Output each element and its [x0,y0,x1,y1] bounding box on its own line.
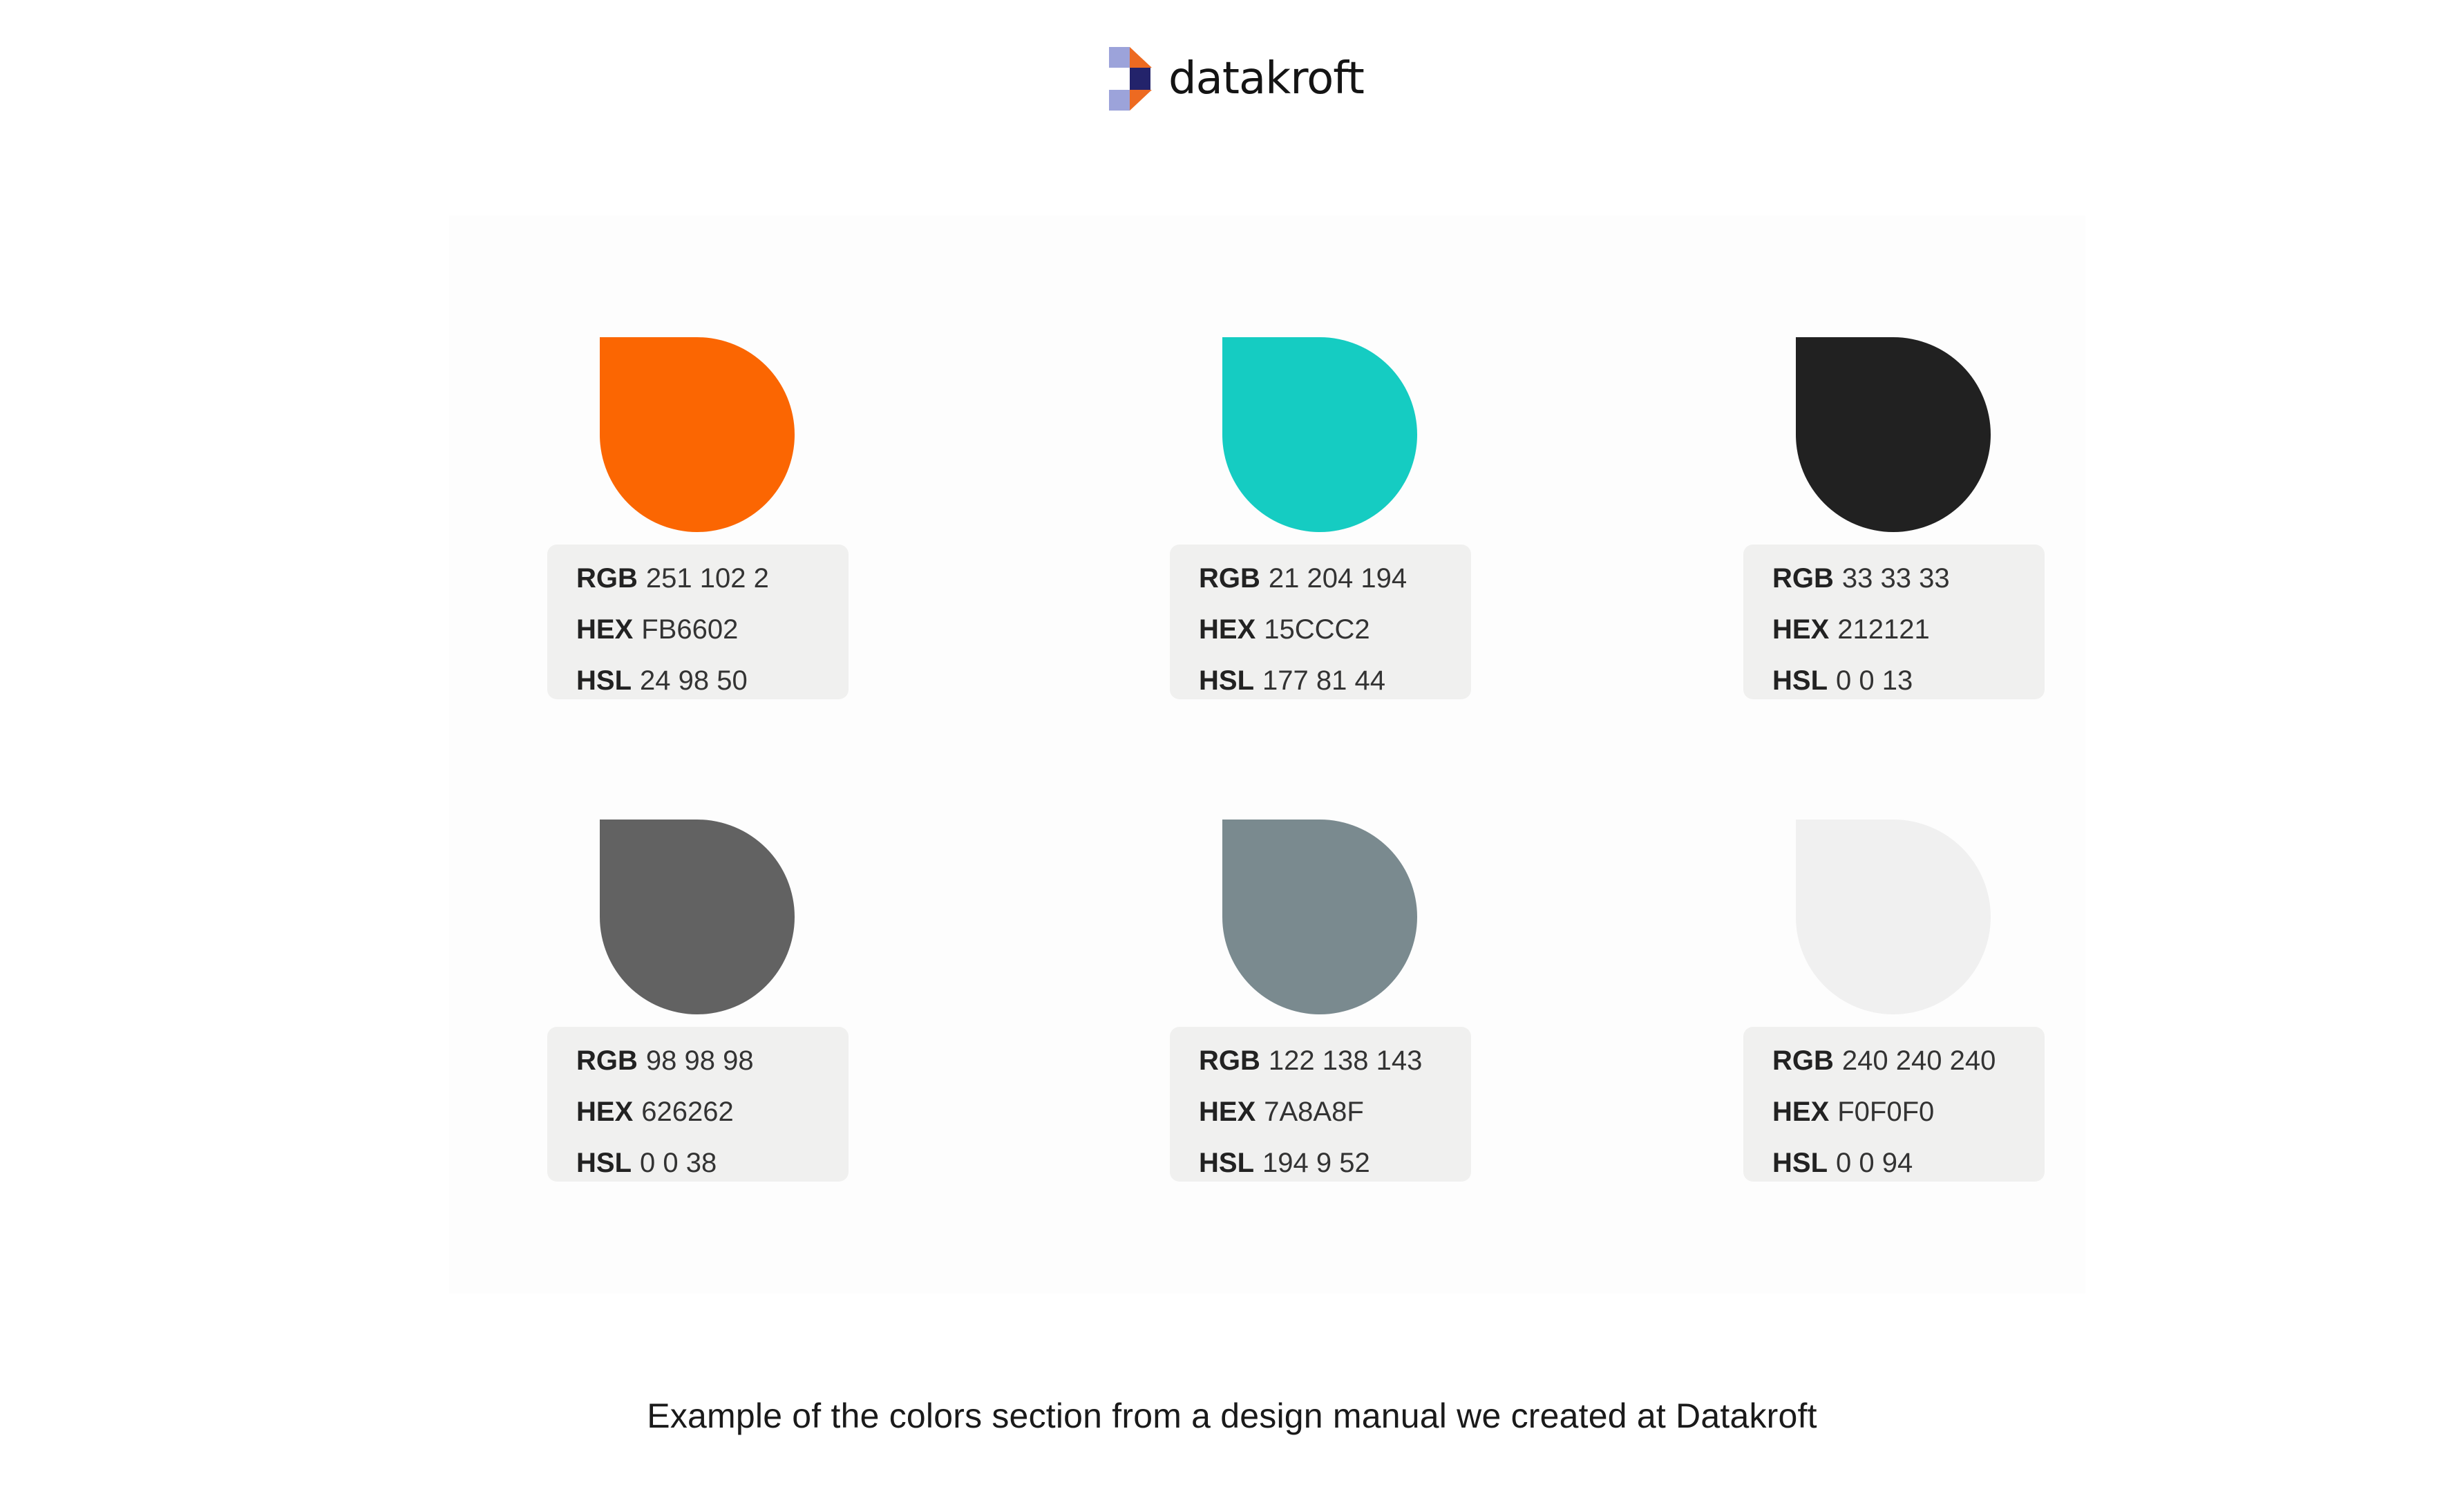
rgb-row: RGB 251 102 2 [576,562,769,594]
color-drop [600,820,795,1014]
hsl-row: HSL 177 81 44 [1199,665,1385,696]
rgb-row: RGB 33 33 33 [1772,562,1950,594]
color-values-card: RGB 98 98 98 HEX 626262 HSL 0 0 38 [547,1027,849,1182]
color-values-card: RGB 33 33 33 HEX 212121 HSL 0 0 13 [1743,545,2045,699]
color-drop [600,337,795,532]
hex-row: HEX 626262 [576,1096,734,1127]
hsl-row: HSL 0 0 13 [1772,665,1913,696]
datakroft-logo-icon [1109,47,1152,111]
color-values-card: RGB 122 138 143 HEX 7A8A8F HSL 194 9 52 [1170,1027,1471,1182]
hsl-row: HSL 24 98 50 [576,665,748,696]
hex-row: HEX FB6602 [576,614,739,645]
rgb-row: RGB 98 98 98 [576,1045,754,1076]
hex-row: HEX 212121 [1772,614,1930,645]
color-drop [1222,820,1417,1014]
hex-row: HEX F0F0F0 [1772,1096,1935,1127]
color-values-card: RGB 251 102 2 HEX FB6602 HSL 24 98 50 [547,545,849,699]
color-values-card: RGB 21 204 194 HEX 15CCC2 HSL 177 81 44 [1170,545,1471,699]
hsl-row: HSL 0 0 94 [1772,1147,1913,1178]
hex-row: HEX 7A8A8F [1199,1096,1364,1127]
brand-wordmark: datakroft [1168,53,1365,104]
color-drop [1796,820,1991,1014]
rgb-row: RGB 122 138 143 [1199,1045,1423,1076]
hex-row: HEX 15CCC2 [1199,614,1370,645]
color-drop [1222,337,1417,532]
color-drop [1796,337,1991,532]
page-caption: Example of the colors section from a des… [647,1396,1817,1435]
rgb-row: RGB 240 240 240 [1772,1045,1996,1076]
hsl-row: HSL 0 0 38 [576,1147,717,1178]
color-palette-panel: RGB 251 102 2 HEX FB6602 HSL 24 98 50 RGB 21… [449,216,2085,1294]
rgb-row: RGB 21 204 194 [1199,562,1408,594]
brand-header: datakroft [1109,46,1365,112]
color-values-card: RGB 240 240 240 HEX F0F0F0 HSL 0 0 94 [1743,1027,2045,1182]
hsl-row: HSL 194 9 52 [1199,1147,1370,1178]
